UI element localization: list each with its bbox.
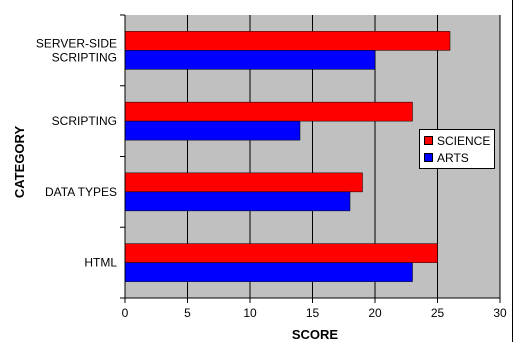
legend-label-science: SCIENCE — [437, 134, 491, 148]
x-tick-label-2: 10 — [243, 306, 257, 320]
bar-science-2 — [124, 172, 363, 193]
bar-science-3 — [124, 243, 438, 263]
bar-arts-2 — [124, 191, 351, 212]
bar-arts-0 — [124, 50, 376, 70]
category-label-3-0: HTML — [84, 256, 117, 270]
frame-right-edge — [512, 0, 513, 342]
x-tick-label-1: 5 — [184, 306, 191, 320]
legend-label-arts: ARTS — [437, 151, 469, 165]
legend-item-science: SCIENCE — [424, 134, 490, 148]
category-label-0-1: SCRIPTING — [52, 50, 117, 64]
x-tick-label-5: 25 — [431, 306, 445, 320]
bar-arts-1 — [124, 120, 301, 141]
x-tick-labels: 0 5 10 15 20 25 30 — [122, 298, 507, 320]
legend-item-arts: ARTS — [424, 151, 469, 165]
legend-swatch-science — [424, 136, 433, 145]
bar-science-1 — [124, 101, 413, 122]
category-label-0-0: SERVER-SIDE — [36, 36, 117, 50]
x-axis-title: SCORE — [292, 327, 339, 342]
y-axis-title: CATEGORY — [12, 126, 27, 199]
category-label-2-0: DATA TYPES — [45, 185, 117, 199]
category-label-1-0: SCRIPTING — [52, 114, 117, 128]
x-tick-label-4: 20 — [368, 306, 382, 320]
bar-arts-3 — [124, 262, 413, 282]
x-tick-label-3: 15 — [306, 306, 320, 320]
x-tick-label-6: 30 — [493, 306, 507, 320]
x-tick-label-0: 0 — [122, 306, 129, 320]
legend: SCIENCE ARTS — [419, 129, 495, 169]
bar-science-0 — [124, 31, 451, 51]
legend-swatch-arts — [424, 153, 433, 162]
